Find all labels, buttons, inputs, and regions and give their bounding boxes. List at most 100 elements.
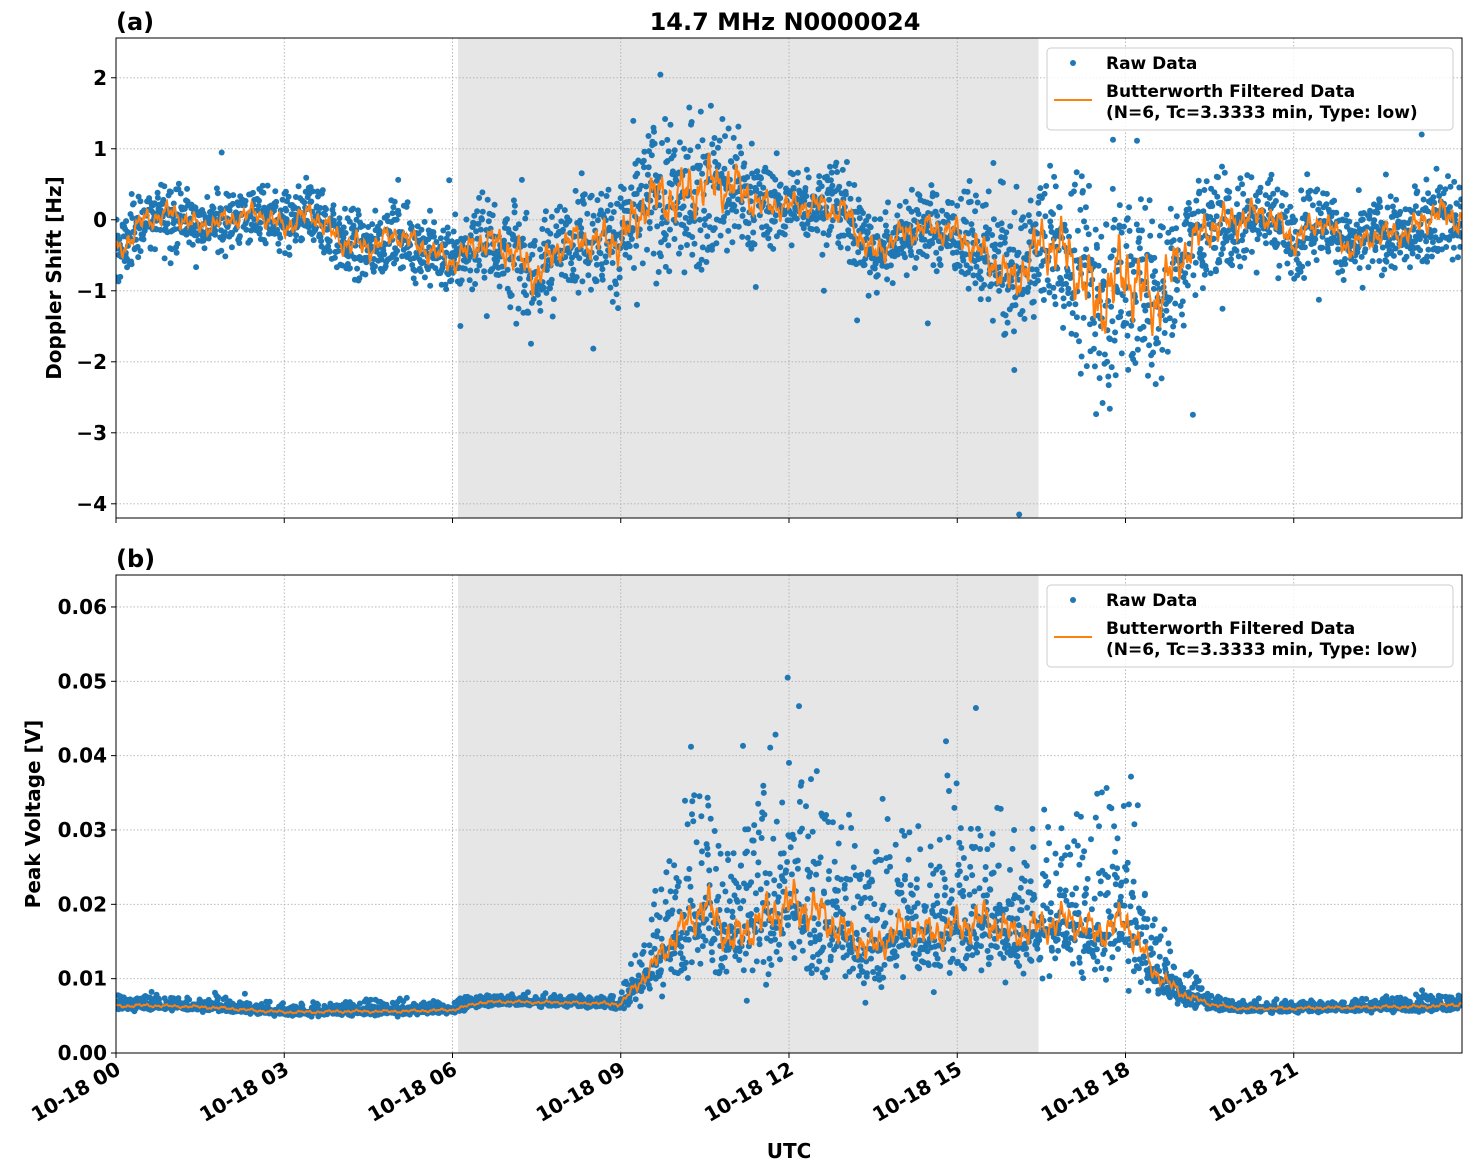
- raw-point: [638, 182, 645, 189]
- raw-point: [1219, 245, 1226, 252]
- raw-point: [701, 222, 708, 228]
- raw-point: [218, 247, 225, 254]
- raw-point: [448, 238, 455, 245]
- raw-point: [1323, 190, 1330, 197]
- filtered-data-line: [116, 152, 1462, 336]
- raw-point: [1021, 315, 1028, 322]
- raw-point: [750, 229, 757, 236]
- raw-point: [839, 166, 846, 173]
- raw-point: [837, 244, 844, 251]
- raw-point: [1136, 245, 1143, 252]
- raw-point: [604, 207, 611, 214]
- raw-point: [716, 137, 723, 144]
- raw-point: [1139, 227, 1145, 234]
- raw-point: [1305, 260, 1311, 267]
- raw-point: [1358, 253, 1365, 260]
- raw-point: [748, 911, 755, 917]
- raw-point: [1040, 286, 1047, 293]
- raw-point: [1158, 375, 1165, 382]
- plot-area: [116, 71, 1462, 518]
- raw-point: [711, 135, 718, 141]
- raw-point: [534, 291, 541, 298]
- raw-point: [1282, 191, 1289, 198]
- raw-point: [813, 768, 820, 775]
- raw-point: [715, 842, 722, 849]
- raw-point: [709, 957, 716, 964]
- raw-point: [689, 811, 695, 818]
- raw-point: [991, 253, 998, 260]
- raw-point: [996, 264, 1003, 271]
- raw-point: [698, 813, 705, 820]
- raw-point: [744, 234, 751, 241]
- raw-point: [1134, 335, 1141, 342]
- raw-point: [1163, 307, 1170, 314]
- raw-point: [923, 253, 930, 260]
- raw-point: [372, 207, 379, 214]
- raw-point: [1184, 282, 1191, 289]
- raw-point: [1372, 247, 1379, 254]
- raw-point: [744, 174, 751, 181]
- raw-point: [1333, 209, 1340, 216]
- raw-point: [972, 192, 979, 199]
- raw-point: [782, 223, 789, 230]
- raw-point: [844, 245, 851, 252]
- raw-point: [1086, 182, 1092, 189]
- raw-point: [686, 104, 693, 111]
- raw-point: [1171, 318, 1178, 325]
- raw-point: [646, 942, 653, 949]
- raw-point: [1108, 303, 1115, 310]
- raw-point: [628, 236, 635, 242]
- raw-point: [790, 836, 797, 842]
- raw-point: [1047, 223, 1054, 230]
- raw-point: [882, 209, 889, 216]
- raw-point: [763, 880, 770, 886]
- raw-point: [706, 925, 712, 932]
- raw-point: [659, 140, 665, 146]
- raw-point: [773, 925, 779, 931]
- raw-point: [915, 211, 922, 217]
- raw-point: [322, 211, 329, 218]
- raw-point: [1356, 231, 1363, 238]
- raw-point: [1060, 295, 1067, 302]
- raw-point: [1170, 323, 1177, 330]
- raw-point: [414, 223, 421, 230]
- raw-point: [1274, 240, 1281, 247]
- raw-point: [1451, 178, 1458, 185]
- raw-point: [854, 317, 861, 324]
- raw-point: [648, 152, 655, 159]
- raw-point: [683, 226, 690, 232]
- raw-point: [713, 865, 719, 872]
- x-axis-label: UTC: [767, 1139, 812, 1163]
- raw-point: [704, 845, 711, 852]
- raw-point: [1043, 183, 1050, 189]
- raw-point: [1101, 351, 1108, 358]
- raw-point: [855, 249, 862, 256]
- raw-point: [1298, 187, 1305, 194]
- raw-point: [740, 742, 746, 749]
- raw-point: [1108, 364, 1115, 371]
- raw-point: [928, 182, 935, 189]
- raw-point: [758, 835, 765, 841]
- raw-point: [1278, 202, 1285, 209]
- raw-point: [430, 229, 437, 236]
- raw-point: [740, 967, 747, 974]
- raw-point: [717, 850, 724, 857]
- raw-point: [372, 263, 378, 270]
- raw-point: [262, 240, 269, 247]
- raw-point: [354, 265, 361, 272]
- raw-point: [282, 188, 289, 195]
- raw-point: [1169, 332, 1176, 338]
- raw-point: [933, 191, 940, 198]
- raw-point: [1425, 246, 1432, 253]
- raw-point: [1203, 178, 1210, 185]
- raw-point: [651, 128, 657, 135]
- raw-point: [1033, 266, 1040, 273]
- raw-point: [236, 240, 243, 246]
- raw-point: [504, 266, 511, 273]
- raw-point: [431, 219, 438, 226]
- raw-point: [805, 174, 812, 181]
- raw-point: [251, 216, 258, 223]
- raw-point: [346, 218, 353, 225]
- raw-point: [1383, 258, 1390, 265]
